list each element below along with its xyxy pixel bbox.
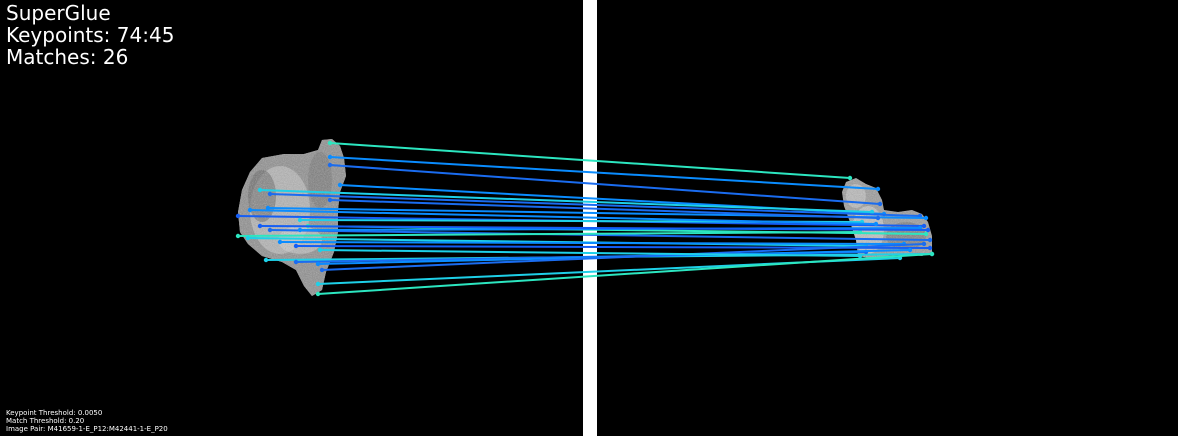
match-line — [269, 193, 921, 217]
left-keypoint — [247, 207, 253, 213]
match-line — [329, 142, 851, 179]
method-label: SuperGlue — [6, 1, 111, 25]
left-keypoint — [263, 257, 269, 263]
parameters-footer: Keypoint Threshold: 0.0050 Match Thresho… — [6, 409, 168, 433]
right-keypoint — [927, 245, 933, 251]
match-line — [329, 199, 879, 219]
match-line — [269, 229, 931, 241]
left-keypoint — [337, 182, 343, 188]
left-keypoint — [293, 243, 299, 249]
left-keypoint — [297, 217, 303, 223]
right-keypoint — [929, 251, 935, 257]
right-keypoint — [847, 175, 853, 181]
left-keypoint — [315, 281, 321, 287]
left-keypoint — [315, 291, 321, 297]
keypoint-threshold: Keypoint Threshold: 0.0050 — [6, 409, 103, 417]
left-keypoint — [327, 140, 333, 146]
match-line — [319, 249, 861, 257]
keypoint-matches — [235, 140, 935, 297]
left-keypoint — [319, 267, 325, 273]
right-keypoint — [921, 241, 927, 247]
left-keypoint — [267, 191, 273, 197]
left-keypoint — [277, 239, 283, 245]
right-keypoint — [925, 227, 931, 233]
stats-overlay: SuperGlue Keypoints: 74:45 Matches: 26 — [6, 2, 174, 68]
right-keypoint — [877, 201, 883, 207]
right-keypoint — [875, 186, 881, 192]
left-keypoint — [327, 197, 333, 203]
keypoints-count: Keypoints: 74:45 — [6, 23, 175, 47]
left-keypoint — [257, 187, 263, 193]
left-keypoint — [315, 261, 321, 267]
left-keypoint — [293, 259, 299, 265]
right-keypoint — [923, 231, 929, 237]
right-keypoint — [857, 229, 863, 235]
image-pair: Image Pair: M41659-1-E_P12:M42441-1-E_P2… — [6, 425, 168, 433]
right-keypoint — [923, 215, 929, 221]
match-line — [259, 189, 873, 213]
left-keypoint — [257, 223, 263, 229]
left-keypoint — [265, 205, 271, 211]
match-line — [259, 225, 929, 231]
match-threshold: Match Threshold: 0.20 — [6, 417, 85, 425]
match-line — [317, 253, 933, 295]
matches-count: Matches: 26 — [6, 45, 129, 69]
match-line — [321, 243, 925, 271]
left-keypoint — [235, 233, 241, 239]
left-keypoint — [297, 227, 303, 233]
right-keypoint — [907, 247, 913, 253]
left-keypoint — [235, 213, 241, 219]
left-keypoint — [327, 162, 333, 168]
match-line — [329, 164, 881, 205]
left-keypoint — [317, 247, 323, 253]
match-line — [279, 241, 905, 245]
right-keypoint — [875, 215, 881, 221]
left-keypoint — [327, 154, 333, 160]
match-line — [237, 231, 861, 237]
match-line — [329, 156, 879, 190]
left-keypoint — [267, 227, 273, 233]
right-keypoint — [927, 237, 933, 243]
right-keypoint — [869, 209, 875, 215]
match-line — [249, 209, 877, 225]
left-keypoint — [245, 235, 251, 241]
right-keypoint — [857, 253, 863, 259]
right-keypoint — [921, 223, 927, 229]
right-keypoint — [873, 221, 879, 227]
